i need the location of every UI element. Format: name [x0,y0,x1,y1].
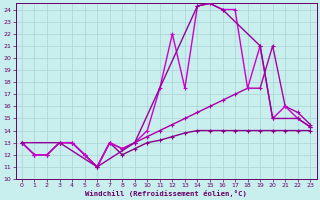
X-axis label: Windchill (Refroidissement éolien,°C): Windchill (Refroidissement éolien,°C) [85,190,247,197]
